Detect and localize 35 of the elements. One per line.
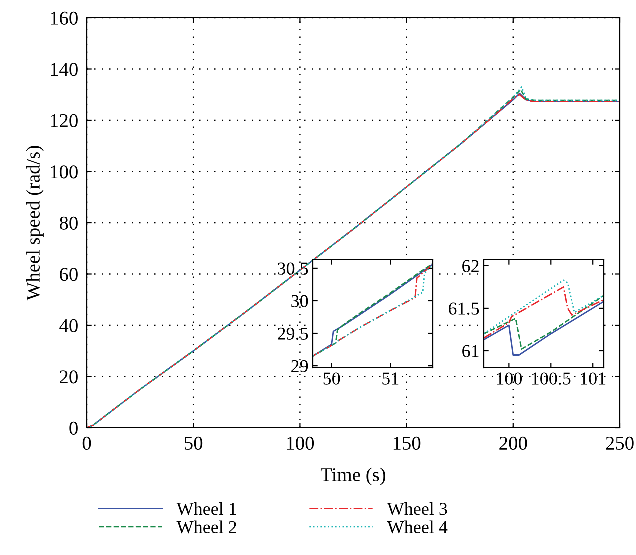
y-tick-label: 29.5 xyxy=(278,328,308,340)
y-tick-label: 100 xyxy=(51,166,78,179)
legend-label: Wheel 4 xyxy=(387,520,448,534)
x-tick-label: 51 xyxy=(382,372,399,385)
x-tick-label: 101 xyxy=(581,372,606,385)
y-tick-label: 29 xyxy=(292,360,308,372)
y-tick-label: 61.5 xyxy=(449,302,480,315)
y-tick-label: 0 xyxy=(70,422,78,435)
y-tick-label: 160 xyxy=(51,12,78,25)
x-axis-title: Time (s) xyxy=(320,468,386,486)
y-tick-label: 80 xyxy=(60,216,78,230)
y-tick-label: 40 xyxy=(60,319,78,332)
x-tick-label: 100.5 xyxy=(532,372,571,385)
x-tick-label: 50 xyxy=(185,436,203,450)
line-series xyxy=(484,286,604,339)
line-series xyxy=(484,280,604,335)
y-tick-label: 140 xyxy=(51,63,78,76)
x-tick-label: 50 xyxy=(324,372,340,385)
x-tick-label: 200 xyxy=(500,436,528,450)
line-series xyxy=(484,300,604,356)
x-tick-label: 250 xyxy=(606,436,634,450)
legend-label: Wheel 3 xyxy=(387,502,448,516)
x-tick-label: 150 xyxy=(394,436,421,450)
y-tick-label: 20 xyxy=(60,370,78,384)
y-tick-label: 30 xyxy=(292,295,308,308)
y-tick-label: 120 xyxy=(51,114,78,128)
legend-label: Wheel 2 xyxy=(176,520,236,534)
y-tick-label: 60 xyxy=(60,268,78,282)
line-series xyxy=(484,295,604,350)
legend-label: Wheel 1 xyxy=(176,502,236,516)
x-tick-label: 0 xyxy=(82,436,92,450)
x-tick-label: 100 xyxy=(497,372,522,385)
y-tick-label: 61 xyxy=(462,345,479,358)
y-axis-title: Wheel speed (rad/s) xyxy=(26,146,44,301)
y-tick-label: 62 xyxy=(462,260,479,272)
